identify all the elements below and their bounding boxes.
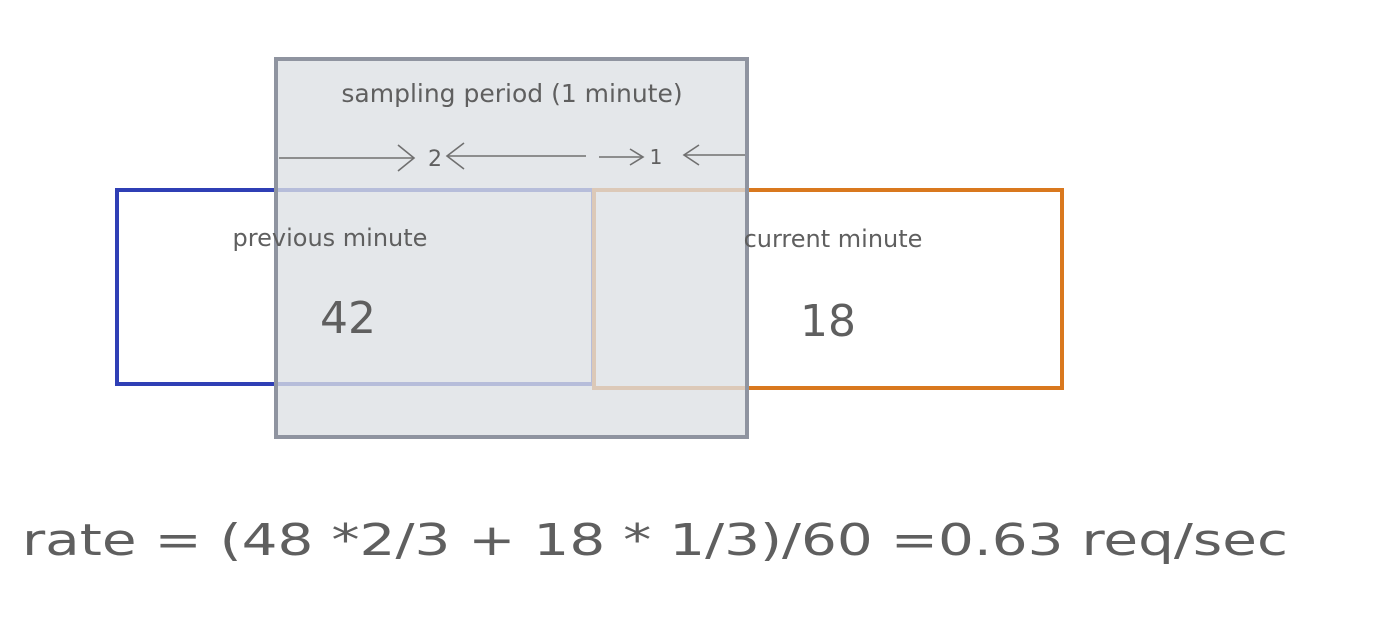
rate-formula: rate = (48 *2/3 + 18 * 1/3)/60 =0.63 req…: [22, 515, 1288, 566]
sampling-period-box: [274, 57, 749, 439]
arrow-label-left: 2: [428, 147, 442, 172]
arrow-left-segment-2: [682, 144, 745, 166]
previous-minute-label: previous minute: [233, 224, 428, 252]
current-minute-value: 18: [800, 296, 856, 347]
arrow-right-segment-2: [599, 148, 645, 166]
current-minute-label: current minute: [744, 225, 923, 253]
arrow-left-segment-1: [445, 142, 586, 170]
arrow-label-right: 1: [650, 145, 663, 169]
previous-minute-value: 42: [320, 293, 376, 344]
arrow-right-segment-1: [279, 144, 416, 172]
sampling-period-label: sampling period (1 minute): [341, 79, 682, 108]
